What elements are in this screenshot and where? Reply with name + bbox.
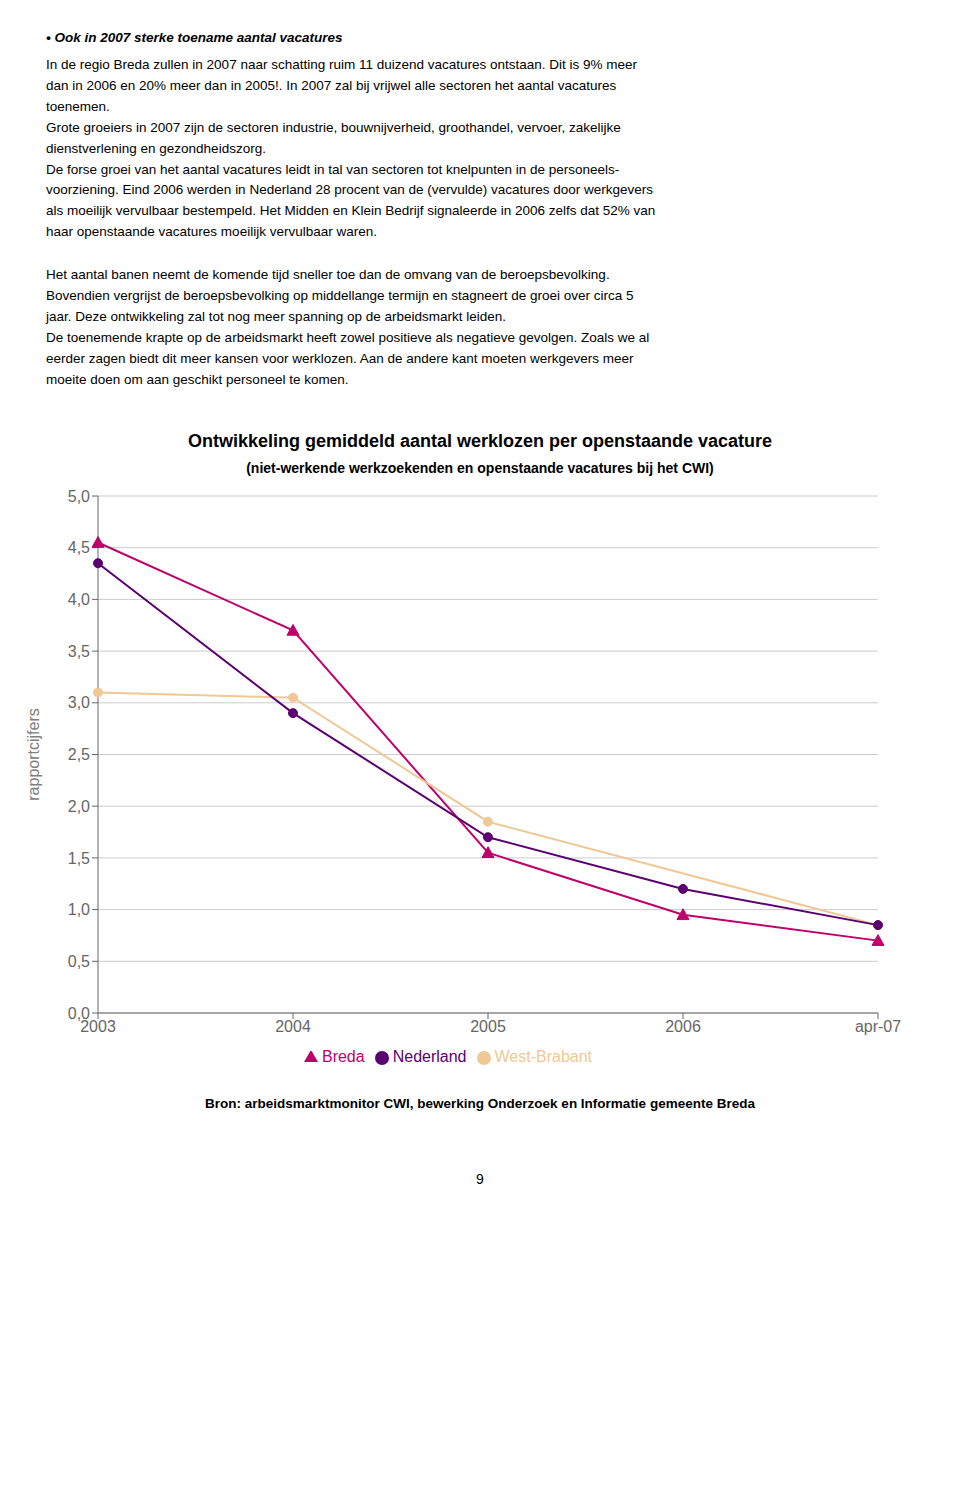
svg-text:1,5: 1,5: [68, 849, 90, 866]
svg-text:0,0: 0,0: [68, 1004, 90, 1021]
html-text:In de regio Breda zullen in 20: In de regio Breda zullen in 2007 naar sc…: [46, 56, 656, 240]
svg-text:2003: 2003: [80, 1018, 116, 1036]
svg-text:rapportcijfers: rapportcijfers: [25, 708, 42, 800]
html-text:Bron: arbeidsmarktmonitor CWI,: Bron: arbeidsmarktmonitor CWI, bewerking…: [205, 1095, 755, 1111]
svg-text:4,5: 4,5: [68, 539, 90, 556]
svg-text:2,0: 2,0: [68, 798, 90, 815]
svg-text:0,5: 0,5: [68, 953, 90, 970]
svg-text:2005: 2005: [470, 1018, 506, 1035]
svg-text:5,0: 5,0: [68, 487, 90, 504]
svg-text:2006: 2006: [665, 1018, 701, 1035]
svg-text:1,0: 1,0: [68, 901, 90, 918]
html-text:Het aantal banen neemt de kome: Het aantal banen neemt de komende tijd s…: [46, 267, 650, 387]
html-text:West-Brabant: West-Brabant: [494, 1047, 592, 1065]
html-text:9: 9: [476, 1170, 484, 1187]
html-text:Breda: Breda: [322, 1047, 365, 1065]
html-text:• Ook in 2007 sterke toename a: • Ook in 2007 sterke toename aantal vaca…: [46, 30, 343, 45]
html-text:(niet-werkende werkzoekenden e: (niet-werkende werkzoekenden en openstaa…: [246, 459, 714, 476]
svg-text:4,0: 4,0: [68, 591, 90, 608]
svg-text:3,5: 3,5: [68, 643, 90, 660]
html-text:Nederland: Nederland: [392, 1047, 467, 1065]
svg-text:2004: 2004: [275, 1018, 311, 1035]
svg-text:3,0: 3,0: [68, 694, 90, 711]
html-text:Ontwikkeling gemiddeld aantal: Ontwikkeling gemiddeld aantal werklozen …: [187, 430, 773, 451]
svg-text:apr-07: apr-07: [855, 1018, 901, 1035]
svg-text:2,5: 2,5: [68, 746, 90, 763]
